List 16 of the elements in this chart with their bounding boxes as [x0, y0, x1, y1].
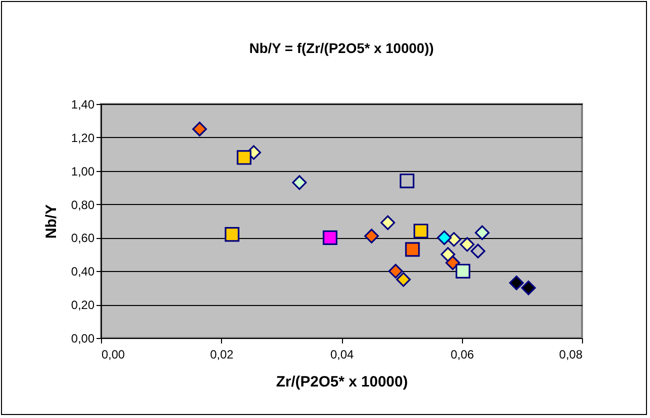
x-axis-title: Zr/(P2O5* x 10000)	[276, 374, 408, 390]
x-tick-label: 0,04	[330, 348, 354, 362]
x-tick-label: 0,02	[210, 348, 234, 362]
x-tick-label: 0,06	[450, 348, 474, 362]
chart-title: Nb/Y = f(Zr/(P2O5* x 10000))	[249, 40, 434, 56]
y-tick-label: 1,40	[71, 98, 95, 112]
y-tick-label: 0,60	[71, 231, 95, 246]
y-axis-title: Nb/Y	[43, 204, 60, 239]
x-tick-label: 0,08	[559, 348, 583, 362]
y-tick-label: 0,40	[71, 264, 95, 279]
y-tick-label: 1,00	[71, 164, 95, 178]
y-tick-label: 0,80	[71, 198, 95, 212]
x-tick-label: 0,00	[102, 348, 126, 362]
y-tick-label: 0,00	[71, 332, 95, 346]
y-tick-label: 1,20	[71, 130, 95, 145]
y-tick-label: 0,20	[71, 298, 95, 312]
